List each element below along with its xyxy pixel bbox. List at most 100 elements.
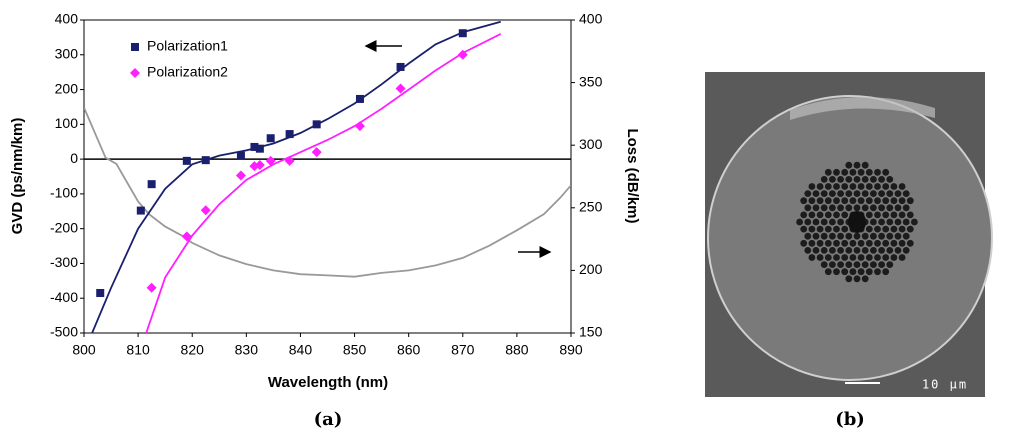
air-hole — [882, 183, 890, 190]
air-hole — [874, 197, 881, 205]
air-hole — [853, 190, 861, 197]
air-hole — [902, 232, 910, 240]
air-hole — [902, 218, 910, 226]
air-hole — [874, 225, 881, 233]
air-hole — [898, 197, 906, 205]
x-tick-label: 800 — [72, 342, 96, 358]
air-hole — [870, 204, 877, 212]
air-hole — [796, 218, 803, 226]
air-hole — [808, 225, 816, 233]
air-hole — [857, 183, 865, 190]
x-tick-label: 880 — [505, 342, 529, 358]
air-hole — [890, 211, 898, 219]
air-hole — [816, 239, 824, 247]
air-hole — [894, 204, 902, 212]
y-tick-label: 300 — [55, 45, 79, 61]
x-tick-label: 850 — [343, 342, 367, 358]
air-hole — [874, 183, 881, 190]
air-hole — [861, 275, 869, 283]
y-tick-label: -500 — [50, 324, 78, 340]
y-tick-label: 0 — [70, 150, 78, 166]
air-hole — [833, 183, 840, 190]
point — [457, 49, 468, 60]
air-hole — [865, 168, 873, 176]
air-hole — [898, 211, 906, 219]
plot-frame — [83, 19, 572, 334]
air-hole — [906, 197, 914, 205]
air-hole — [853, 247, 861, 254]
air-hole — [837, 190, 844, 197]
air-hole — [853, 261, 861, 269]
air-hole — [812, 218, 820, 226]
air-hole — [829, 190, 836, 197]
air-hole — [870, 261, 877, 269]
air-hole — [804, 232, 812, 240]
air-hole — [853, 232, 861, 240]
air-hole — [808, 239, 816, 247]
air-hole — [878, 232, 885, 240]
air-hole — [870, 232, 877, 240]
air-hole — [833, 197, 840, 205]
y2-axis-label: Loss (dB/km) — [624, 128, 641, 223]
air-hole — [833, 225, 840, 233]
y2-tick-label: 250 — [579, 199, 603, 215]
air-hole — [837, 247, 844, 254]
air-hole — [837, 204, 844, 212]
air-hole — [812, 232, 820, 240]
air-hole — [853, 204, 861, 212]
air-hole — [886, 175, 894, 183]
legend-label: Polarization2 — [147, 64, 228, 80]
air-hole — [800, 225, 808, 233]
air-hole — [874, 239, 881, 247]
air-hole — [894, 218, 902, 226]
point — [265, 155, 276, 166]
air-hole — [865, 239, 873, 247]
air-hole — [874, 168, 881, 176]
air-hole — [861, 175, 869, 183]
air-hole — [898, 254, 906, 261]
air-hole — [841, 211, 849, 219]
air-hole — [824, 225, 832, 233]
air-hole — [857, 168, 865, 176]
air-hole — [841, 168, 849, 176]
point — [285, 130, 294, 139]
air-hole — [820, 232, 828, 240]
air-hole — [874, 268, 881, 276]
y-tick-label: -400 — [50, 289, 78, 305]
y-tick-label: -300 — [50, 254, 78, 270]
air-hole — [886, 261, 894, 269]
air-hole — [824, 197, 832, 205]
air-hole — [804, 247, 812, 254]
air-hole — [878, 190, 885, 197]
point — [396, 62, 405, 71]
air-hole — [849, 268, 857, 276]
point — [284, 155, 295, 166]
air-hole — [878, 218, 885, 226]
point — [395, 83, 406, 94]
air-hole — [857, 197, 865, 205]
air-hole — [833, 168, 840, 176]
air-hole — [833, 268, 840, 276]
air-hole — [857, 254, 865, 261]
air-hole — [845, 261, 853, 269]
air-hole — [898, 225, 906, 233]
air-hole — [870, 175, 877, 183]
air-hole — [890, 225, 898, 233]
air-hole — [816, 225, 824, 233]
air-hole — [800, 211, 808, 219]
air-hole — [800, 197, 808, 205]
fiber-image: 10 µm — [705, 72, 993, 397]
scale-label: 10 µm — [922, 378, 968, 392]
air-hole — [890, 197, 898, 205]
y-tick-label: -100 — [50, 185, 78, 201]
air-hole — [849, 239, 857, 247]
air-hole — [841, 197, 849, 205]
air-hole — [808, 254, 816, 261]
air-hole — [865, 225, 873, 233]
y2-tick-label: 200 — [579, 261, 603, 277]
air-hole — [902, 204, 910, 212]
air-hole — [882, 225, 890, 233]
air-hole — [853, 161, 861, 169]
air-hole — [812, 204, 820, 212]
